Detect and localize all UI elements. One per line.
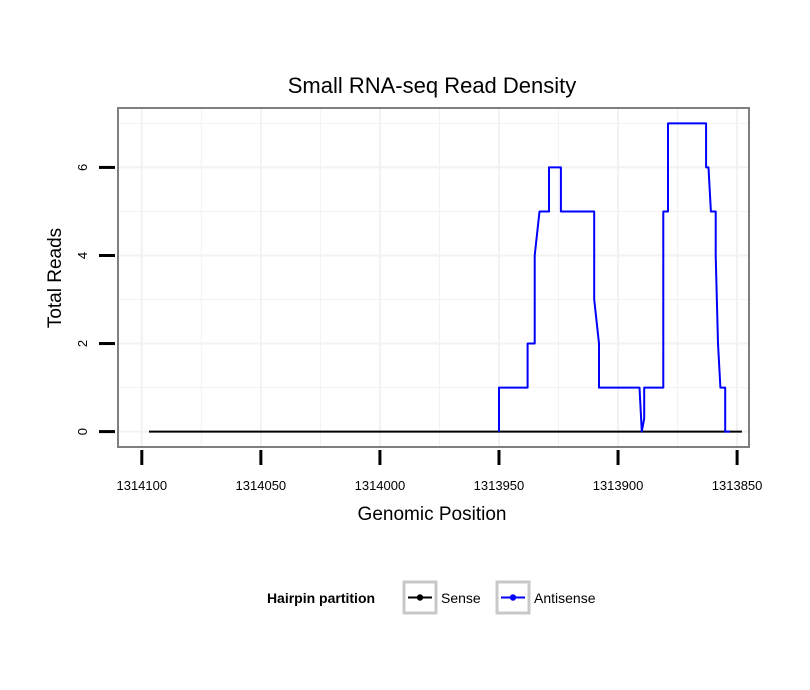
grid xyxy=(118,108,749,447)
legend-key-point xyxy=(416,594,424,601)
y-tick-label: 4 xyxy=(75,252,90,259)
x-tick-label: 1313900 xyxy=(593,478,644,493)
legend-label-sense: Sense xyxy=(441,590,481,606)
x-axis: 1314100 1314050 1314000 1313950 1313900 13138… xyxy=(116,450,762,493)
legend-title: Hairpin partition xyxy=(267,590,375,606)
legend-entries: Sense Antisense xyxy=(402,580,596,615)
series-layer xyxy=(149,122,742,433)
x-tick-label: 1314050 xyxy=(236,478,287,493)
chart-title: Small RNA-seq Read Density xyxy=(288,73,577,98)
x-tick-label: 1313850 xyxy=(712,478,763,493)
x-tick-label: 1313950 xyxy=(474,478,525,493)
y-axis: 0 2 4 6 xyxy=(75,164,115,435)
y-tick-label: 2 xyxy=(75,340,90,347)
x-axis-title: Genomic Position xyxy=(358,504,507,525)
legend: Hairpin partition Sense Antisense xyxy=(267,580,596,615)
y-tick-label: 6 xyxy=(75,164,90,171)
x-tick-label: 1314000 xyxy=(355,478,406,493)
y-axis-title: Total Reads xyxy=(45,228,66,328)
plot-background xyxy=(118,108,749,447)
y-tick-label: 0 xyxy=(75,428,90,435)
plot-panel xyxy=(117,107,750,448)
legend-key-point xyxy=(509,594,517,601)
legend-label-antisense: Antisense xyxy=(534,590,596,606)
x-tick-label: 1314100 xyxy=(116,478,167,493)
series-line-antisense xyxy=(498,122,730,433)
